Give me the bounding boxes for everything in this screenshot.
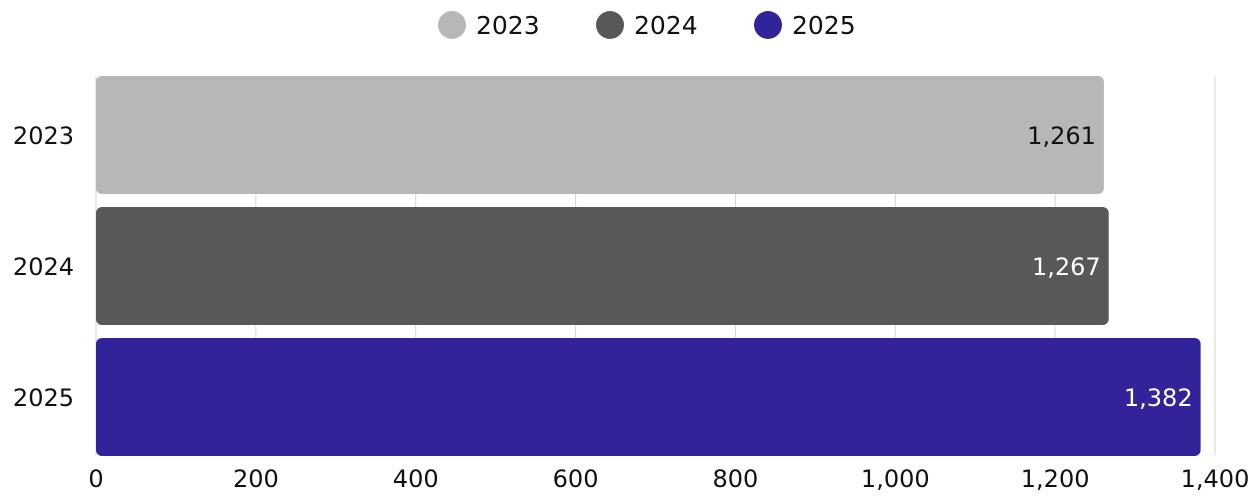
- x-tick-label: 1,000: [861, 465, 930, 493]
- legend: 2023 2024 2025: [438, 11, 856, 40]
- x-tick-label: 200: [233, 465, 279, 493]
- bar-value-label: 1,261: [1027, 122, 1096, 150]
- bar-2024: [96, 207, 1109, 325]
- legend-swatch: [596, 11, 624, 39]
- bar-value-label: 1,382: [1124, 384, 1193, 412]
- category-labels: 2023 2024 2025: [13, 122, 74, 412]
- x-tick-label: 800: [713, 465, 759, 493]
- legend-swatch: [754, 11, 782, 39]
- category-label: 2025: [13, 384, 74, 412]
- category-label: 2024: [13, 253, 74, 281]
- category-label: 2023: [13, 122, 74, 150]
- x-tick-label: 400: [393, 465, 439, 493]
- legend-label: 2023: [476, 11, 540, 40]
- bar-2025: [96, 338, 1201, 456]
- x-tick-label: 1,200: [1021, 465, 1090, 493]
- bars-layer: 1,261 1,267 1,382: [96, 76, 1201, 456]
- x-axis-ticks: 0 200 400 600 800 1,000 1,200 1,400: [88, 465, 1249, 493]
- bar-2023: [96, 76, 1104, 194]
- x-tick-label: 0: [88, 465, 103, 493]
- bar-value-label: 1,267: [1032, 253, 1101, 281]
- legend-label: 2024: [634, 11, 698, 40]
- legend-swatch: [438, 11, 466, 39]
- legend-label: 2025: [792, 11, 856, 40]
- x-tick-label: 600: [553, 465, 599, 493]
- x-tick-label: 1,400: [1181, 465, 1250, 493]
